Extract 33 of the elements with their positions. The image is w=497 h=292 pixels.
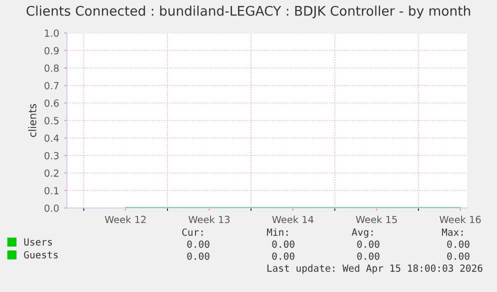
text: 0.00 xyxy=(357,252,380,260)
x-tick-label: Week 13 xyxy=(188,216,230,224)
text: 0.00 xyxy=(272,240,294,248)
y-tick-label: 0.7 xyxy=(44,82,59,90)
text: Max: xyxy=(442,228,463,236)
text: Last update: Wed Apr 15 18:00:03 2026 xyxy=(267,264,482,274)
y-axis-title: clients xyxy=(28,104,36,137)
x-tick-label: Week 15 xyxy=(356,216,397,224)
x-tick-label: Week 14 xyxy=(272,216,314,224)
y-tick-label: 0.0 xyxy=(44,204,59,212)
text: Avg: xyxy=(352,228,373,238)
text: 0.00 xyxy=(272,252,294,260)
y-tick-label: 0.9 xyxy=(44,46,59,54)
text: Cur: xyxy=(182,228,203,236)
y-tick-label: 0.6 xyxy=(44,99,59,107)
y-tick-label: 0.2 xyxy=(44,169,58,177)
y-tick-label: 0.8 xyxy=(44,64,59,72)
text: 0.00 xyxy=(187,240,210,248)
text: 0.00 xyxy=(187,252,210,260)
y-tick-label: 0.3 xyxy=(44,152,59,160)
chart-title: Clients Connected : bundiland-LEGACY : BDJK Controller - by month xyxy=(26,6,470,18)
text: 0.00 xyxy=(447,240,470,248)
y-tick-label: 1.0 xyxy=(44,29,59,37)
y-tick-label: 0.4 xyxy=(44,134,59,142)
legend-label: Users xyxy=(24,238,52,246)
text: 0.00 xyxy=(357,240,380,248)
x-tick-label: Week 12 xyxy=(104,216,146,224)
text: Min: xyxy=(266,228,288,236)
y-tick-label: 0.5 xyxy=(44,116,59,124)
y-tick-label: 0.1 xyxy=(44,186,58,194)
text: 0.00 xyxy=(447,252,470,260)
legend-label: Guests xyxy=(24,251,58,258)
x-tick-label: Week 16 xyxy=(440,216,481,224)
